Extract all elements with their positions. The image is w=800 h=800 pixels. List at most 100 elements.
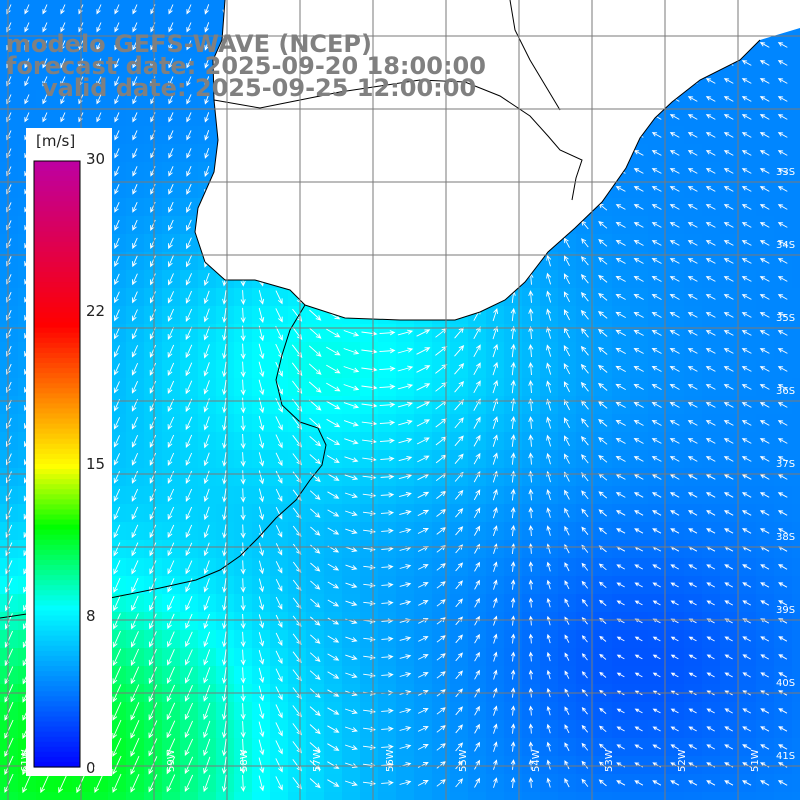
wind-arrow — [634, 582, 643, 588]
wind-cell — [324, 792, 343, 800]
wind-arrow — [221, 720, 227, 739]
wind-arrow — [598, 563, 607, 571]
wind-arrow — [652, 672, 661, 678]
wind-arrow — [778, 654, 788, 660]
wind-arrow — [167, 326, 175, 340]
colorbar-swatch — [34, 181, 80, 187]
wind-arrow — [113, 560, 121, 575]
wind-arrow — [652, 654, 661, 660]
wind-arrow — [345, 510, 358, 517]
wind-arrow — [546, 597, 551, 608]
wind-arrow — [723, 222, 734, 228]
lat-label: 36S — [776, 386, 796, 397]
wind-arrow — [759, 330, 770, 336]
wind-arrow — [528, 759, 534, 770]
wind-arrow — [688, 510, 698, 516]
wind-arrow — [528, 488, 534, 501]
wind-arrow — [777, 510, 788, 516]
wind-arrow — [651, 257, 662, 264]
wind-arrow — [546, 489, 552, 501]
wind-arrow — [724, 600, 734, 606]
wind-cell — [792, 144, 800, 163]
wind-arrow — [723, 150, 734, 156]
wind-arrow — [741, 60, 752, 66]
wind-arrow — [416, 401, 431, 409]
wind-arrow — [167, 560, 175, 575]
wind-cell — [792, 738, 800, 757]
wind-arrow — [185, 308, 193, 322]
wind-arrow — [96, 4, 102, 15]
wind-arrow — [381, 600, 394, 606]
wind-arrow — [669, 293, 680, 300]
wind-arrow — [132, 255, 138, 268]
wind-arrow — [130, 702, 140, 721]
wind-arrow — [670, 654, 679, 660]
wind-arrow — [148, 720, 158, 739]
wind-arrow — [185, 470, 193, 484]
wind-arrow — [114, 166, 120, 177]
wind-arrow — [616, 726, 625, 732]
wind-arrow — [597, 400, 608, 409]
wind-arrow — [580, 292, 589, 302]
wind-arrow — [381, 582, 394, 588]
wind-arrow — [599, 635, 607, 642]
wind-arrow — [380, 456, 395, 462]
coastline — [194, 0, 761, 321]
wind-arrow — [221, 379, 228, 396]
colorbar-swatch — [34, 585, 80, 591]
wind-arrow — [416, 419, 431, 427]
wind-arrow — [327, 563, 340, 571]
wind-arrow — [598, 455, 608, 463]
wind-arrow — [435, 345, 448, 356]
wind-cell — [792, 288, 800, 307]
wind-arrow — [184, 702, 194, 720]
wind-arrow — [615, 239, 626, 246]
colorbar-swatch — [34, 327, 80, 334]
wind-arrow — [131, 345, 139, 358]
wind-arrow — [203, 667, 211, 684]
wind-arrow — [185, 273, 193, 286]
wind-arrow — [652, 528, 662, 534]
wind-arrow — [203, 720, 211, 739]
wind-cell — [792, 792, 800, 800]
wind-arrow — [203, 596, 210, 611]
wind-arrow — [760, 582, 770, 588]
wind-arrow — [759, 186, 770, 192]
wind-arrow — [130, 774, 140, 793]
wind-arrow — [258, 703, 265, 720]
wind-arrow — [615, 420, 626, 426]
wind-arrow — [114, 40, 120, 51]
wind-arrow — [741, 366, 752, 372]
wind-arrow — [599, 707, 607, 714]
colorbar-swatch — [34, 186, 80, 192]
wind-arrow — [777, 420, 788, 426]
wind-arrow — [723, 420, 734, 426]
wind-arrow — [222, 578, 228, 593]
wind-arrow — [563, 309, 570, 321]
wind-arrow — [436, 635, 446, 643]
wind-arrow — [493, 723, 498, 734]
wind-arrow — [510, 307, 516, 322]
wind-arrow — [741, 330, 752, 336]
colorbar-swatch — [34, 554, 80, 561]
wind-arrow — [149, 380, 157, 394]
wind-arrow — [474, 525, 481, 536]
wind-arrow — [546, 705, 551, 716]
wind-arrow — [759, 528, 770, 534]
wind-arrow — [473, 452, 481, 465]
wind-arrow — [60, 4, 66, 15]
wind-arrow — [310, 562, 321, 572]
wind-arrow — [112, 666, 122, 685]
colorbar-swatch — [34, 499, 80, 505]
wind-cell — [792, 558, 800, 577]
wind-arrow — [4, 737, 14, 758]
wind-arrow — [741, 186, 752, 192]
wind-arrow — [167, 631, 175, 648]
wind-arrow — [149, 560, 157, 575]
wind-arrow — [203, 631, 211, 648]
colorbar-swatch — [34, 241, 80, 248]
lat-label: 39S — [776, 605, 796, 616]
wind-arrow — [397, 401, 414, 408]
wind-arrow — [705, 456, 716, 462]
